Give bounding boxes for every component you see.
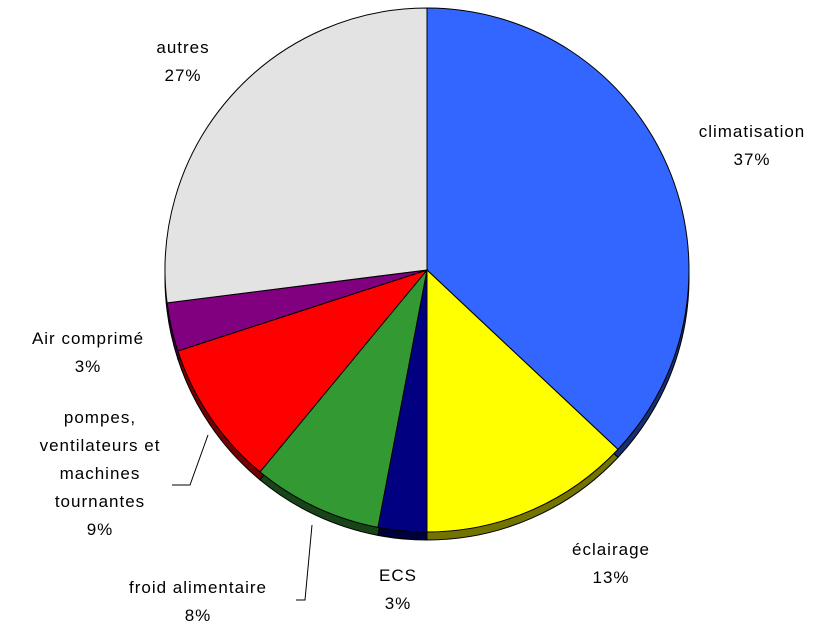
slice-label: climatisation 37% <box>672 118 828 174</box>
category-label: pompes, ventilateurs et machines tournan… <box>39 408 161 511</box>
value-label: 8% <box>184 606 212 625</box>
value-label: 13% <box>592 568 630 587</box>
slice <box>164 7 428 304</box>
value-label: 3% <box>384 594 412 613</box>
slice <box>426 7 690 451</box>
slice-label: Air comprimé 3% <box>3 325 173 381</box>
slices <box>164 7 690 541</box>
category-label: éclairage <box>572 540 650 559</box>
value-label: 27% <box>164 66 202 85</box>
slice-label: froid alimentaire 8% <box>98 574 298 630</box>
value-label: 37% <box>733 150 771 169</box>
value-label: 9% <box>86 520 114 539</box>
slice <box>259 269 428 528</box>
slice-label: pompes, ventilateurs et machines tournan… <box>25 404 175 544</box>
slice-label: ECS 3% <box>358 562 438 618</box>
slice-label: autres 27% <box>133 34 233 90</box>
leader-line <box>172 434 209 486</box>
leader-line <box>296 524 313 601</box>
value-label: 3% <box>74 357 102 376</box>
category-label: climatisation <box>698 122 806 141</box>
slice <box>426 268 619 533</box>
slice <box>177 268 429 473</box>
slice-label: éclairage 13% <box>546 536 676 592</box>
category-label: froid alimentaire <box>129 578 267 597</box>
category-label: Air comprimé <box>31 329 145 348</box>
category-label: ECS <box>379 566 417 585</box>
category-label: autres <box>156 38 210 57</box>
